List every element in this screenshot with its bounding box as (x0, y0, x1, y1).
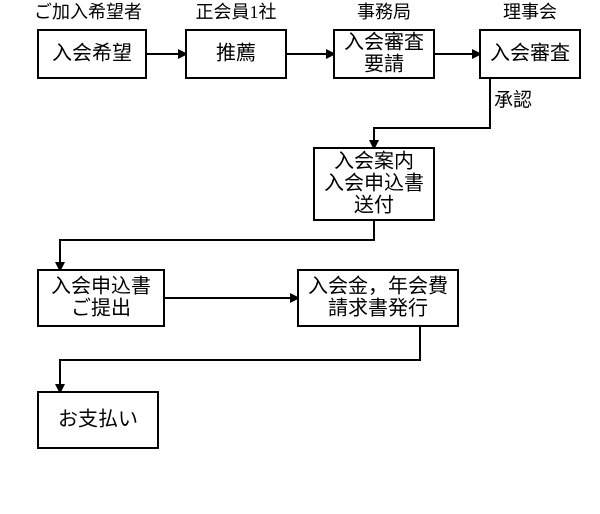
node-label: 要請 (364, 53, 404, 76)
node-label: 入会審査 (344, 31, 424, 54)
node-label: 入会金，年会費 (308, 275, 448, 298)
column-header: 理事会 (503, 2, 557, 22)
node-label: お支払い (58, 408, 138, 431)
node-label: 請求書発行 (328, 297, 428, 320)
node-label: 入会申込書 (324, 172, 424, 195)
node-label: ご提出 (71, 297, 131, 320)
edge-label: 承認 (494, 89, 532, 111)
flow-edge-e7 (60, 326, 420, 392)
flow-edge-e4 (374, 78, 490, 148)
flow-edge-e5 (60, 220, 374, 270)
flow-node-n8: お支払い (38, 392, 158, 448)
node-label: 入会申込書 (51, 275, 151, 298)
flowchart: 入会希望推薦入会審査要請入会審査入会案内入会申込書送付入会申込書ご提出入会金，年… (0, 0, 600, 514)
flow-node-n4: 入会審査 (480, 30, 580, 78)
flow-node-n6: 入会申込書ご提出 (38, 270, 164, 326)
node-label: 入会案内 (334, 150, 414, 173)
node-label: 送付 (354, 194, 394, 217)
node-label: 入会審査 (490, 42, 570, 65)
flow-node-n5: 入会案内入会申込書送付 (314, 148, 434, 220)
node-label: 入会希望 (52, 42, 132, 65)
column-header: ご加入希望者 (34, 2, 142, 22)
column-header: 事務局 (357, 2, 411, 22)
column-header: 正会員1社 (196, 2, 277, 22)
node-label: 推薦 (216, 42, 256, 65)
flow-node-n1: 入会希望 (38, 30, 146, 78)
flow-node-n7: 入会金，年会費請求書発行 (298, 270, 458, 326)
flow-node-n2: 推薦 (186, 30, 286, 78)
flow-node-n3: 入会審査要請 (334, 30, 434, 78)
